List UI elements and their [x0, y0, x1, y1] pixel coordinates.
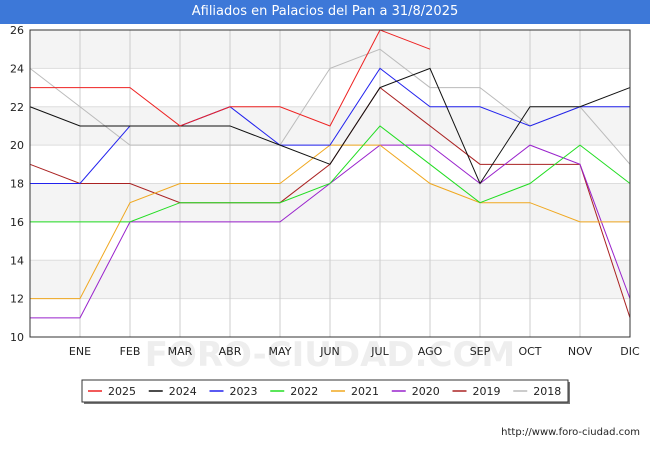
x-tick-label: FEB: [120, 345, 141, 358]
y-tick-label: 16: [10, 216, 24, 229]
legend-label-2020: 2020: [412, 385, 440, 398]
y-tick-label: 26: [10, 24, 24, 37]
x-tick-label: OCT: [518, 345, 541, 358]
x-tick-label: DIC: [620, 345, 640, 358]
watermark: FORO-CIUDAD.COM: [145, 335, 516, 375]
legend-label-2021: 2021: [351, 385, 379, 398]
x-tick-label: JUL: [370, 345, 389, 358]
source-link[interactable]: http://www.foro-ciudad.com: [501, 427, 640, 438]
x-tick-label: MAY: [269, 345, 292, 358]
y-tick-label: 14: [10, 254, 24, 267]
chart-title: Afiliados en Palacios del Pan a 31/8/202…: [0, 0, 650, 24]
x-tick-label: ENE: [69, 345, 91, 358]
y-tick-label: 18: [10, 178, 24, 191]
series-line-2022: [30, 125, 631, 223]
legend-label-2023: 2023: [230, 385, 258, 398]
axes: [29, 29, 631, 338]
y-tick-label: 24: [10, 62, 24, 75]
y-tick-label: 22: [10, 101, 24, 114]
x-tick-label: AGO: [418, 345, 443, 358]
legend: 2025 2024 2023 2022 2021 2020 2019 2018: [81, 379, 570, 404]
x-tick-label: JUN: [319, 345, 340, 358]
series-line-2024: [29, 67, 631, 185]
plot-frame: [29, 29, 631, 338]
y-tick-label: 20: [10, 139, 24, 152]
legend-label-2025: 2025: [108, 385, 136, 398]
legend-label-2018: 2018: [533, 385, 561, 398]
x-tick-label: NOV: [568, 345, 593, 358]
x-tick-labels: ENE FEB MAR ABR MAY JUN JUL AGO SEP OCT NOV DIC: [69, 345, 640, 358]
y-tick-label: 10: [10, 331, 24, 344]
x-tick-label: SEP: [470, 345, 491, 358]
x-tick-label: MAR: [168, 345, 193, 358]
series-lines: [29, 29, 631, 319]
legend-label-2022: 2022: [290, 385, 318, 398]
y-tick-label: 12: [10, 293, 24, 306]
x-tick-label: ABR: [219, 345, 242, 358]
y-tick-labels: 10 12 14 16 18 20 22 24 26: [10, 24, 24, 344]
legend-label-2019: 2019: [473, 385, 501, 398]
legend-box: [81, 379, 569, 403]
legend-label-2024: 2024: [169, 385, 197, 398]
series-line-2025: [30, 29, 431, 127]
